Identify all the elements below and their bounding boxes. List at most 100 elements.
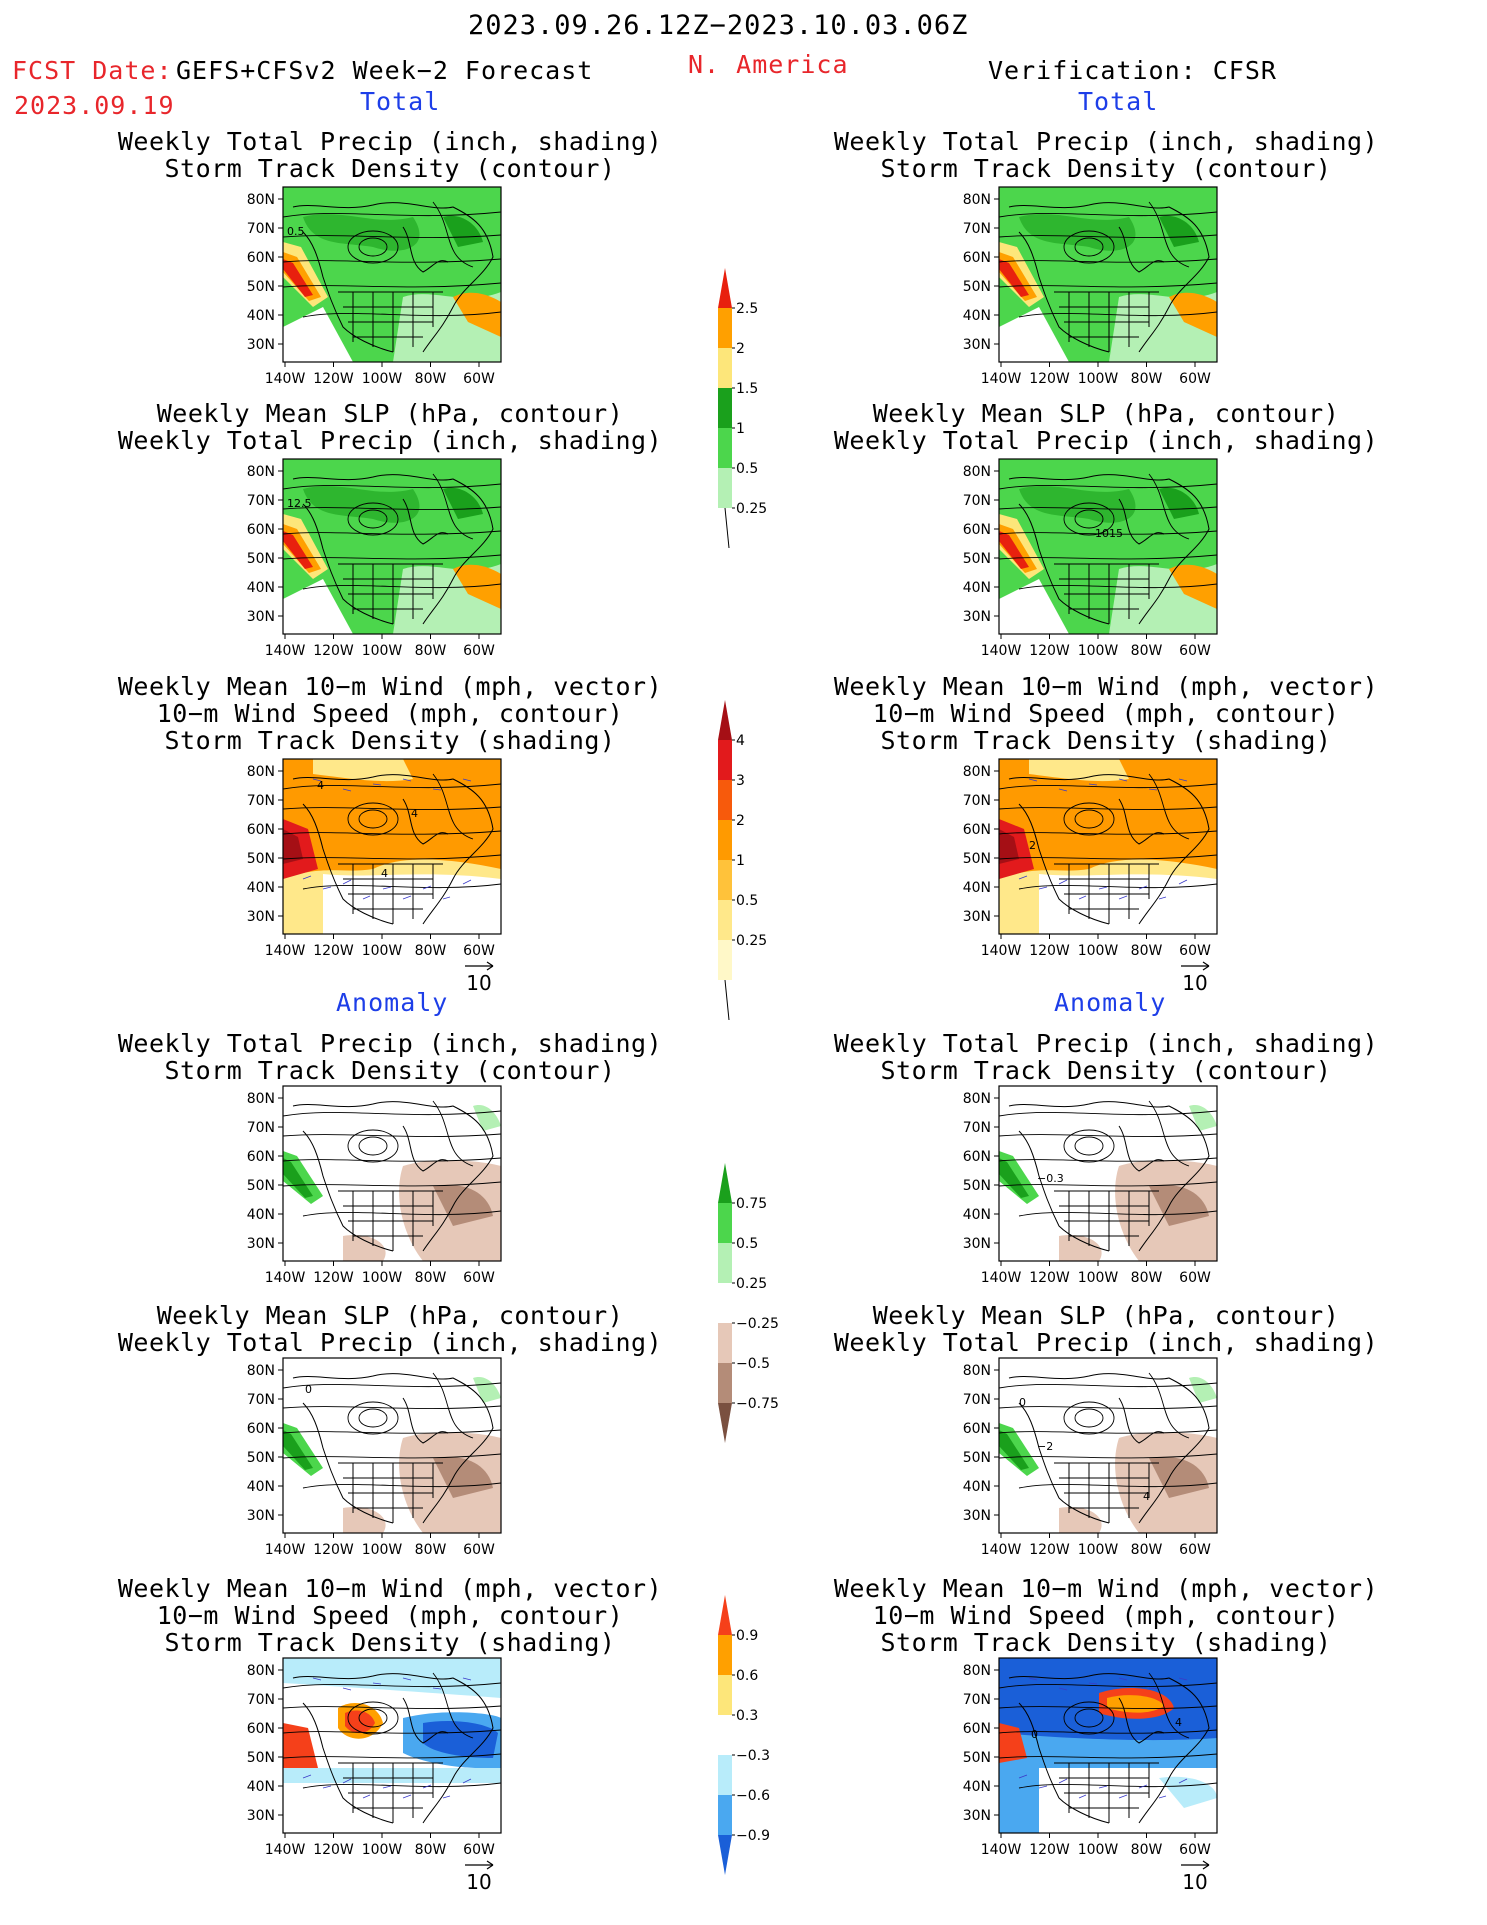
map-content: 1015 (999, 459, 1217, 634)
region-label: N. America (688, 50, 849, 79)
lat-label: 60N (247, 1721, 275, 1737)
lat-label: 60N (963, 1149, 991, 1165)
map-content: 0.5 (283, 187, 501, 362)
lat-label: 30N (247, 1808, 275, 1824)
shading (283, 1086, 501, 1261)
section-anomaly-left: Anomaly (336, 988, 449, 1017)
shading (999, 1358, 1217, 1533)
lat-label: 80N (247, 1091, 275, 1107)
lat-label: 80N (963, 1091, 991, 1107)
map-frame (998, 458, 1218, 635)
colorbar-segment (718, 900, 732, 940)
lat-label: 30N (247, 1508, 275, 1524)
lat-label: 30N (963, 337, 991, 353)
lat-label: 60N (963, 250, 991, 266)
colorbar-end (718, 1595, 732, 1635)
title-line: Weekly Mean 10−m Wind (mph, vector) (117, 1574, 663, 1603)
title-line: Storm Track Density (shading) (880, 1628, 1332, 1657)
contour-label: −2 (1037, 1440, 1053, 1453)
contour-label: 4 (1175, 1716, 1182, 1729)
lat-label: 70N (963, 1692, 991, 1708)
colorbar-tail (724, 507, 730, 549)
title-line: Storm Track Density (shading) (164, 726, 616, 755)
lat-label: 40N (963, 580, 991, 596)
lon-label: 60W (1179, 643, 1211, 659)
lat-label: 40N (247, 580, 275, 596)
colorbar-segment (718, 1755, 732, 1795)
colorbar-segment (718, 740, 732, 780)
lon-label: 100W (362, 643, 403, 659)
shading (999, 1658, 1217, 1833)
title-line: Storm Track Density (shading) (880, 726, 1332, 755)
colorbar-label: 0.25 (736, 933, 767, 949)
colorbar-label: −0.9 (736, 1828, 770, 1844)
title-line: Weekly Total Precip (inch, shading) (833, 127, 1379, 156)
map-frame (282, 458, 502, 635)
section-anomaly-right: Anomaly (1054, 988, 1167, 1017)
vector-reference: 10 (465, 1860, 494, 1894)
lat-label: 40N (963, 1207, 991, 1223)
map-frame (282, 1657, 502, 1834)
lon-label: 120W (313, 1270, 354, 1286)
lat-label: 30N (963, 609, 991, 625)
colorbar-label: 0.3 (736, 1708, 758, 1724)
title-total-precip-obs: Weekly Total Precip (inch, shading) Stor… (806, 128, 1406, 182)
contour-label: 4 (381, 867, 388, 880)
map-frame (282, 186, 502, 363)
colorbar-tail (724, 979, 730, 1021)
contour-label: 0.5 (287, 225, 305, 238)
colorbar-segment (718, 468, 732, 508)
title-total-precip-fcst: Weekly Total Precip (inch, shading) Stor… (90, 128, 690, 182)
contour-label: 0 (1019, 1396, 1026, 1409)
map-frame (998, 1657, 1218, 1834)
colorbar-segment (718, 348, 732, 388)
map-content: 4 4 4 (283, 759, 501, 934)
lat-label: 50N (963, 1450, 991, 1466)
colorbar-segment (718, 1363, 732, 1403)
lon-label: 60W (1179, 1842, 1211, 1858)
colorbars: 2.5 2 1.5 1 0.5 0.25 4 3 2 1 0.5 0.25 0.75 0.5 0.25 −0.… (718, 268, 779, 1875)
fcst-date-label: FCST Date: (12, 56, 173, 85)
colorbar-segment (718, 1203, 732, 1243)
lat-label: 60N (247, 1421, 275, 1437)
colorbar-end (718, 1403, 732, 1443)
lat-label: 60N (963, 522, 991, 538)
colorbar-segment (718, 1635, 732, 1675)
contour-label: 2 (1029, 839, 1036, 852)
lat-label: 40N (247, 1779, 275, 1795)
map-content: 0 (283, 1358, 501, 1533)
lat-label: 70N (247, 1392, 275, 1408)
lon-label: 120W (313, 943, 354, 959)
title-line: Weekly Mean 10−m Wind (mph, vector) (833, 1574, 1379, 1603)
lon-label: 140W (981, 643, 1022, 659)
colorbar-label: 1 (736, 853, 745, 869)
section-total-left: Total (360, 87, 441, 116)
title-total-slp-fcst: Weekly Mean SLP (hPa, contour) Weekly To… (90, 400, 690, 454)
lon-label: 140W (981, 1842, 1022, 1858)
shading (999, 1086, 1217, 1261)
title-line: Weekly Mean SLP (hPa, contour) (156, 1301, 624, 1330)
colorbar-segment (718, 1283, 732, 1323)
title-anom-wind-fcst: Weekly Mean 10−m Wind (mph, vector) 10−m… (90, 1575, 690, 1656)
map-frame (998, 1085, 1218, 1262)
map-content: 12.5 (283, 459, 501, 634)
title-anom-slp-fcst: Weekly Mean SLP (hPa, contour) Weekly To… (90, 1302, 690, 1356)
lon-label: 80W (1131, 371, 1163, 387)
lon-label: 60W (1179, 371, 1211, 387)
lon-label: 80W (415, 371, 447, 387)
contour-label: 1015 (1095, 527, 1123, 540)
colorbar-label: 1.5 (736, 381, 758, 397)
colorbar-total-precip: 2.5 2 1.5 1 0.5 0.25 (718, 268, 767, 549)
title-anom-precip-obs: Weekly Total Precip (inch, shading) Stor… (806, 1030, 1406, 1084)
map-content: 0 −2 4 (999, 1358, 1217, 1533)
title-line: Weekly Total Precip (inch, shading) (833, 426, 1379, 455)
lon-label: 140W (981, 371, 1022, 387)
lat-label: 70N (247, 221, 275, 237)
colorbar-label: 1 (736, 421, 745, 437)
lat-label: 70N (963, 493, 991, 509)
lat-label: 60N (247, 822, 275, 838)
lat-label: 40N (247, 1479, 275, 1495)
colorbar-label: 2 (736, 341, 745, 357)
lon-label: 60W (463, 1270, 495, 1286)
